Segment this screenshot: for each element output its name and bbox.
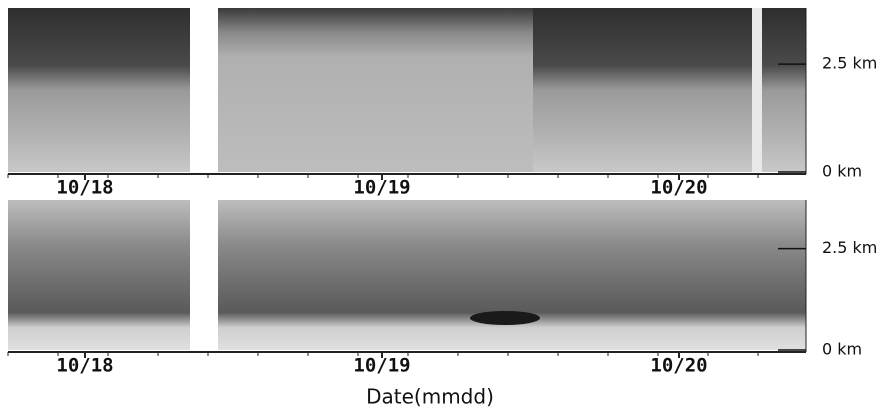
bottom-image <box>8 200 806 350</box>
x-tick-label: 10/18 <box>56 177 113 199</box>
x-tick-label: 10/19 <box>353 355 410 377</box>
x-tick-label: 10/20 <box>650 355 707 377</box>
y-tick-label: 0 km <box>822 340 862 359</box>
x-tick-label: 10/20 <box>650 177 707 199</box>
y-tick-label: 2.5 km <box>822 54 877 73</box>
x-tick-label: 10/19 <box>353 177 410 199</box>
x-tick-label: 10/18 <box>56 355 113 377</box>
top-image <box>8 8 806 172</box>
y-tick-label: 2.5 km <box>822 238 877 257</box>
x-axis-title: Date(mmdd) <box>366 385 494 409</box>
y-tick-label: 0 km <box>822 162 862 181</box>
